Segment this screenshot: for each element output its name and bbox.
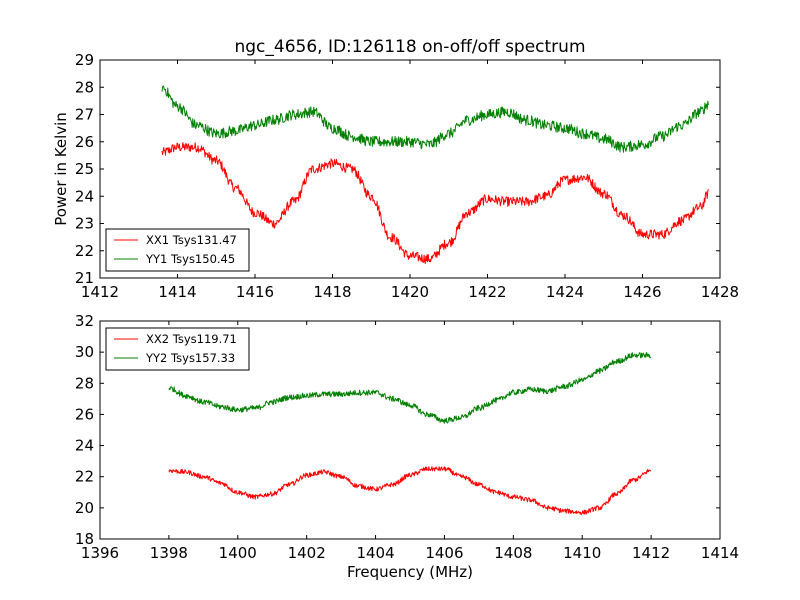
y-tick-label: 20	[75, 499, 94, 517]
y-tick-label: 27	[75, 106, 94, 124]
bottom-panel: 1396 1398 1400 1402 1404 1406 1408 1410 1412 1414…	[75, 312, 739, 562]
x-tick-label: 1402	[288, 544, 326, 562]
top-panel: 1412 1414 1416 1418 1420 1422 1424 1426 1428 21 22…	[75, 51, 739, 301]
x-tick-label: 1410	[563, 544, 601, 562]
x-tick-label: 1418	[313, 283, 351, 301]
series-line-1-2	[161, 85, 709, 153]
y-tick-label: 29	[75, 51, 94, 69]
x-tick-label: 1406	[425, 544, 463, 562]
x-tick-label: 1424	[546, 283, 584, 301]
legend-label: XX1 Tsys131.47	[146, 233, 237, 247]
legend-label: YY1 Tsys150.45	[145, 252, 235, 266]
x-tick-label: 1412	[632, 544, 670, 562]
y-tick-label: 28	[75, 78, 94, 96]
legend-label: YY2 Tsys157.33	[145, 351, 235, 365]
y-tick-label: 28	[75, 374, 94, 392]
chart-title: ngc_4656, ID:126118 on-off/off spectrum	[234, 37, 585, 57]
x-tick-label: 1426	[623, 283, 661, 301]
x-tick-label: 1412	[81, 283, 119, 301]
y-tick-label: 26	[75, 405, 94, 423]
x-tick-label: 1416	[236, 283, 274, 301]
x-tick-label: 1414	[701, 544, 739, 562]
legend-box	[105, 327, 250, 371]
x-tick-label: 1420	[391, 283, 429, 301]
series-line-2-1	[168, 466, 652, 516]
legend-label: XX2 Tsys119.71	[146, 332, 237, 346]
x-tick-label: 1404	[356, 544, 394, 562]
y-tick-label: 32	[75, 312, 94, 330]
legend: XX2 Tsys119.71 YY2 Tsys157.33	[105, 327, 250, 371]
y-tick-label: 25	[75, 160, 94, 178]
x-tick-label: 1396	[81, 544, 119, 562]
x-tick-label: 1408	[494, 544, 532, 562]
x-tick-label: 1414	[158, 283, 196, 301]
y-tick-label: 22	[75, 468, 94, 486]
series-line-2-2	[168, 352, 652, 424]
legend-box	[105, 228, 250, 272]
y-tick-label: 26	[75, 133, 94, 151]
bottom-x-axis-label: Frequency (MHz)	[347, 563, 473, 581]
x-tick-label: 1400	[219, 544, 257, 562]
top-y-axis-label: Power in Kelvin	[52, 112, 70, 226]
y-tick-label: 24	[75, 187, 94, 205]
y-tick-label: 30	[75, 343, 94, 361]
x-tick-label: 1398	[150, 544, 188, 562]
y-tick-label: 22	[75, 242, 94, 260]
x-tick-label: 1422	[468, 283, 506, 301]
plot-frame	[99, 320, 721, 540]
x-tick-label: 1428	[701, 283, 739, 301]
y-tick-label: 21	[75, 269, 94, 287]
series-line-1-1	[161, 142, 709, 264]
y-tick-label: 18	[75, 530, 94, 548]
legend: XX1 Tsys131.47 YY1 Tsys150.45	[105, 228, 250, 272]
y-tick-label: 23	[75, 215, 94, 233]
y-tick-label: 24	[75, 437, 94, 455]
